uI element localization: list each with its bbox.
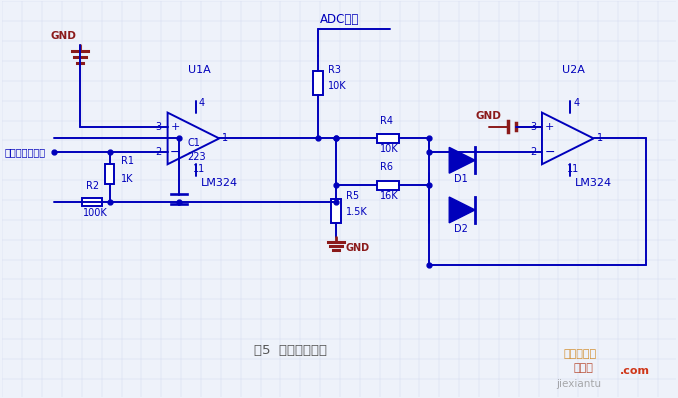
Bar: [377, 181, 399, 189]
Text: 3: 3: [530, 121, 536, 131]
Text: +: +: [545, 121, 555, 131]
Text: 2: 2: [155, 147, 161, 157]
Text: 10K: 10K: [328, 81, 346, 91]
Bar: [105, 164, 114, 184]
Text: 1K: 1K: [121, 174, 133, 184]
Text: R3: R3: [328, 65, 341, 75]
Text: 10K: 10K: [380, 144, 399, 154]
Text: 223: 223: [187, 152, 205, 162]
Text: R4: R4: [380, 115, 393, 125]
Text: GND: GND: [51, 31, 77, 41]
Text: 传感器信号输出: 传感器信号输出: [4, 147, 45, 157]
Bar: [82, 197, 102, 207]
Text: 1: 1: [222, 133, 228, 143]
Text: 11: 11: [567, 164, 580, 174]
Text: 1.5K: 1.5K: [346, 207, 367, 217]
Text: 电子发烧友: 电子发烧友: [563, 349, 597, 359]
Bar: [331, 199, 341, 223]
Text: R6: R6: [380, 162, 393, 172]
Text: C1: C1: [187, 139, 200, 148]
Text: −: −: [544, 146, 555, 159]
Text: 2: 2: [530, 147, 536, 157]
Text: jiexiantu: jiexiantu: [557, 378, 601, 389]
Bar: [313, 71, 323, 95]
Polygon shape: [450, 147, 475, 173]
Text: U1A: U1A: [188, 65, 211, 75]
Text: 桂核图: 桂核图: [574, 363, 593, 373]
Text: 1: 1: [597, 133, 603, 143]
Text: LM324: LM324: [576, 178, 612, 188]
Text: R2: R2: [86, 181, 99, 191]
Text: D2: D2: [454, 224, 468, 234]
Text: −: −: [170, 146, 180, 159]
Text: 11: 11: [193, 164, 205, 174]
Text: ADC接口: ADC接口: [320, 13, 359, 26]
Text: .com: .com: [620, 366, 650, 376]
Text: R1: R1: [121, 156, 134, 166]
Text: 3: 3: [155, 121, 161, 131]
Text: 图5  信号调理电路: 图5 信号调理电路: [254, 344, 327, 357]
Text: 16K: 16K: [380, 191, 399, 201]
Text: GND: GND: [476, 111, 502, 121]
Text: LM324: LM324: [201, 178, 238, 188]
Text: U2A: U2A: [563, 65, 585, 75]
Text: 100K: 100K: [83, 208, 108, 218]
Text: 4: 4: [574, 98, 580, 107]
Polygon shape: [450, 197, 475, 223]
Text: R5: R5: [346, 191, 359, 201]
Text: 4: 4: [199, 98, 205, 107]
Text: GND: GND: [346, 243, 370, 253]
Text: +: +: [171, 121, 180, 131]
Bar: [377, 134, 399, 143]
Text: D1: D1: [454, 174, 468, 184]
